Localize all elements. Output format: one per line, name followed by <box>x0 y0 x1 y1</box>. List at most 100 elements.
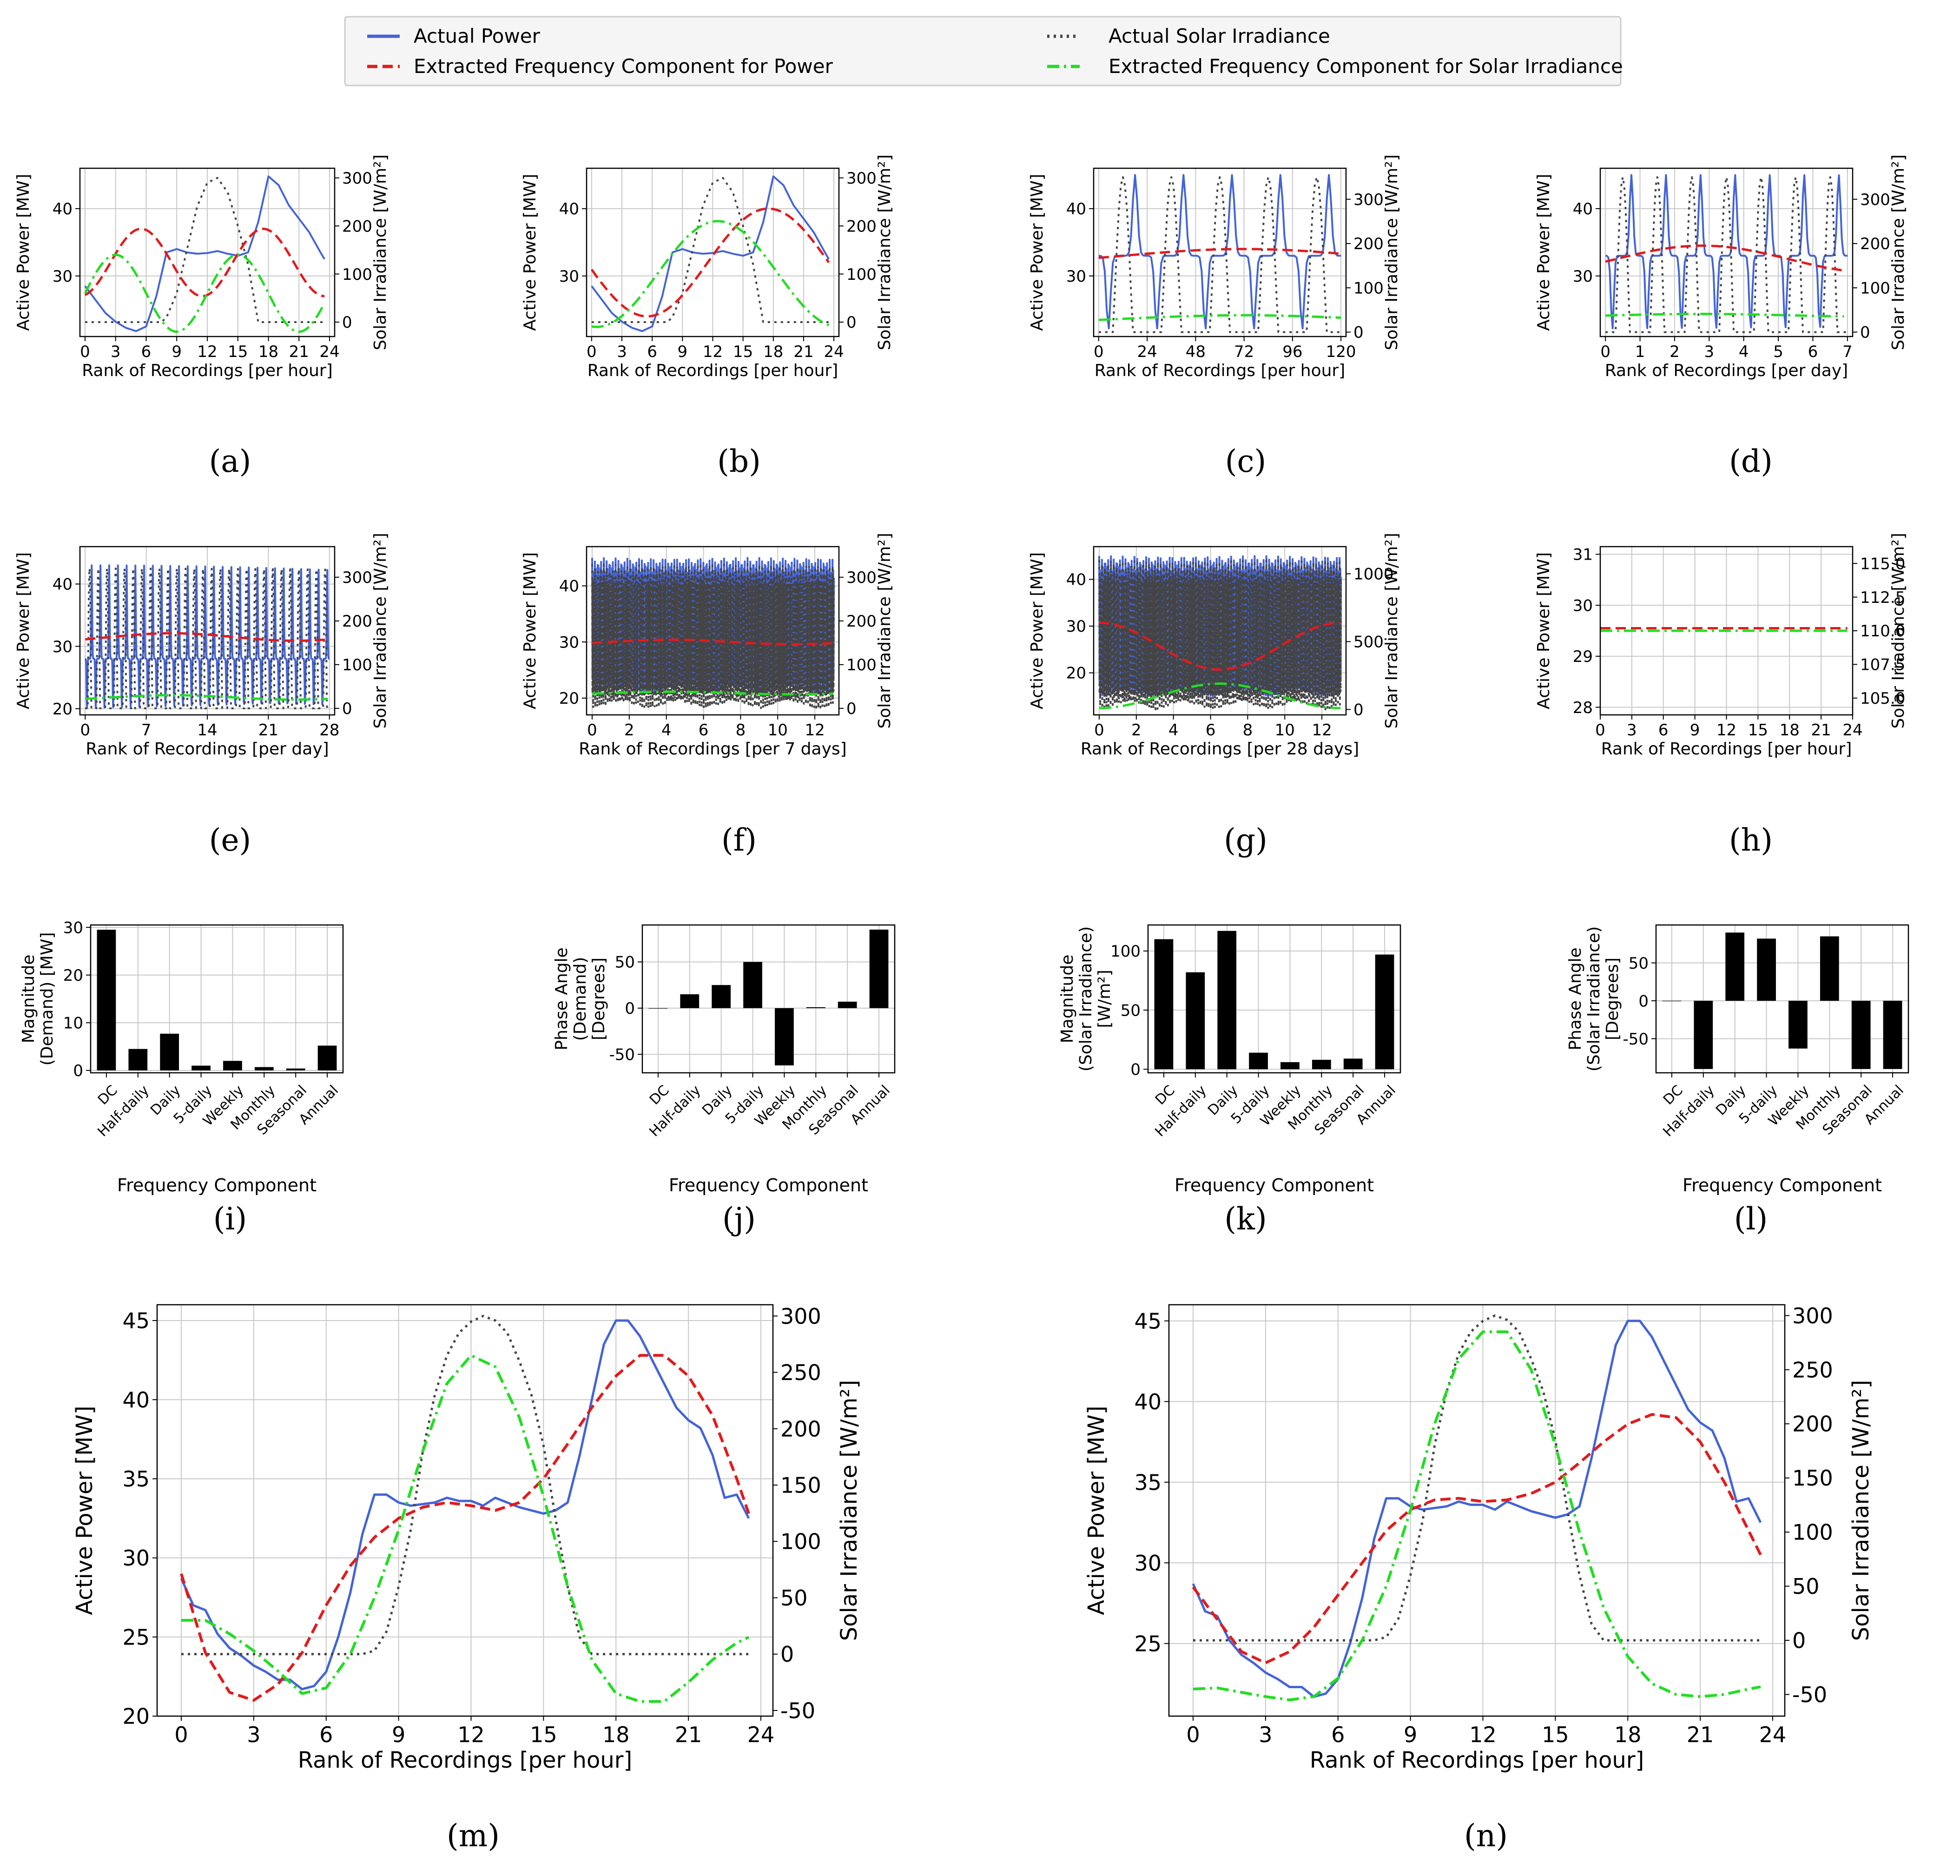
bar-dc <box>648 1008 668 1009</box>
y-tick-label: 30 <box>53 267 73 286</box>
y2-tick-label: 105.0 <box>1860 689 1905 708</box>
plot-frame <box>586 546 840 716</box>
y-tick-label: 0 <box>1130 1061 1141 1079</box>
subplot-label: (l) <box>1734 1201 1768 1237</box>
x-tick-label: 0 <box>1600 343 1610 361</box>
plot-frame <box>641 924 896 1074</box>
bar-monthly <box>806 1007 825 1008</box>
x-axis-label: Rank of Recordings [per hour] <box>1095 361 1346 380</box>
y-tick-label: 29 <box>1573 647 1593 666</box>
category-label: DC <box>1152 1082 1178 1108</box>
y-tick-label: 35 <box>122 1466 150 1492</box>
x-tick-label: 21 <box>258 721 278 740</box>
y-axis-label: Magnitude <box>1058 955 1077 1044</box>
series-power-fit <box>1099 621 1340 671</box>
x-tick-label: 3 <box>1259 1722 1272 1747</box>
subplot-b: 0 3 6 9 12 15 18 21 24 30 40 0 100 200 300 Rank of Reco… <box>521 154 894 479</box>
y-tick-label: 20 <box>559 689 579 708</box>
y-tick-label: 40 <box>1573 200 1593 218</box>
series-solar-fit <box>591 220 830 328</box>
bar-weekly <box>1788 1001 1808 1049</box>
bar-monthly <box>1312 1060 1331 1070</box>
series-power-fit <box>590 207 830 317</box>
x-tick-label: 12 <box>805 721 825 740</box>
y2-axis-label: Solar Irradiance [W/m²] <box>371 154 390 350</box>
x-tick-label: 24 <box>824 343 844 361</box>
x-tick-label: 24 <box>1842 721 1862 740</box>
x-axis-label: Rank of Recordings [per hour] <box>587 361 838 380</box>
y2-tick-label: 0 <box>846 700 857 718</box>
y2-tick-label: 50 <box>1792 1574 1820 1599</box>
x-tick-label: 6 <box>699 721 709 740</box>
y2-tick-label: 100 <box>846 656 877 674</box>
x-axis-label: Frequency Component <box>669 1175 868 1196</box>
y-tick-label: 40 <box>1134 1389 1161 1414</box>
legend-label-power-fit: Extracted Frequency Component for Power <box>414 55 833 78</box>
y2-tick-label: 0 <box>342 313 352 332</box>
series-power-fit <box>592 638 834 646</box>
y2-tick-label: 250 <box>780 1360 821 1385</box>
y-tick-label: 30 <box>63 918 83 937</box>
y-axis-label: Active Power [MW] <box>14 174 33 331</box>
x-tick-label: 2 <box>1131 721 1142 740</box>
x-axis-label: Rank of Recordings [per hour] <box>82 361 333 380</box>
bar-daily <box>160 1033 179 1070</box>
y-tick-label: 20 <box>53 700 73 719</box>
x-tick-label: 0 <box>1595 721 1605 740</box>
y-axis-label: Active Power [MW] <box>14 552 33 709</box>
y-tick-label: 30 <box>1573 267 1593 286</box>
x-tick-label: 12 <box>1312 721 1332 740</box>
series-actual-power <box>591 175 830 332</box>
x-tick-label: 7 <box>141 721 152 740</box>
x-tick-label: 6 <box>319 1722 333 1747</box>
x-tick-label: 0 <box>80 343 90 361</box>
x-tick-label: 15 <box>733 343 753 361</box>
y-tick-label: 30 <box>1066 267 1086 286</box>
series-actual-solar <box>591 177 829 323</box>
bar-seasonal <box>1851 1001 1871 1069</box>
x-tick-label: 96 <box>1282 343 1302 361</box>
x-tick-label: 6 <box>1808 343 1818 361</box>
series-solar-fit <box>1099 682 1340 709</box>
x-tick-label: 3 <box>247 1722 260 1747</box>
series-actual-power <box>1605 174 1848 330</box>
x-tick-label: 21 <box>1811 721 1831 740</box>
y-axis-label: Active Power [MW] <box>1534 552 1553 709</box>
x-tick-label: 8 <box>1243 721 1253 740</box>
series-actual-solar <box>1193 1314 1761 1642</box>
series-power-fit <box>180 1354 750 1702</box>
y-tick-label: 35 <box>1134 1470 1161 1495</box>
series-power-fit <box>1605 244 1844 272</box>
subplot-label: (g) <box>1224 822 1267 858</box>
y-tick-label: 40 <box>53 200 73 218</box>
y2-tick-label: 300 <box>780 1304 821 1329</box>
subplot-label: (k) <box>1224 1201 1267 1237</box>
y2-tick-label: 0 <box>342 700 352 718</box>
y-axis-label: Active Power [MW] <box>521 174 540 331</box>
x-tick-label: 12 <box>1716 721 1736 740</box>
x-tick-label: 9 <box>678 343 688 361</box>
bar-half-daily <box>1186 972 1205 1070</box>
x-tick-label: 0 <box>587 343 597 361</box>
x-tick-label: 24 <box>1137 343 1157 361</box>
x-tick-label: 12 <box>457 1722 485 1747</box>
bar-monthly <box>254 1067 274 1070</box>
x-tick-label: 9 <box>172 343 182 361</box>
y-axis-label: [Degrees] <box>1603 958 1622 1040</box>
subplot-label: (m) <box>447 1818 500 1854</box>
bar-5-daily <box>743 962 762 1008</box>
series-actual-power <box>1098 174 1341 330</box>
y-tick-label: 40 <box>1066 571 1086 589</box>
x-tick-label: 0 <box>587 721 597 740</box>
x-tick-label: 72 <box>1234 343 1254 361</box>
x-tick-label: 15 <box>1542 1722 1569 1747</box>
y-axis-label: Phase Angle <box>552 947 571 1050</box>
y-tick-label: 40 <box>559 200 579 218</box>
series-solar-fit <box>592 690 834 696</box>
plot-frame <box>1093 546 1347 716</box>
bar-weekly <box>223 1061 242 1070</box>
y-tick-label: 30 <box>1134 1551 1161 1576</box>
y-tick-label: 0 <box>73 1062 83 1080</box>
y2-tick-label: 0 <box>1860 324 1870 342</box>
